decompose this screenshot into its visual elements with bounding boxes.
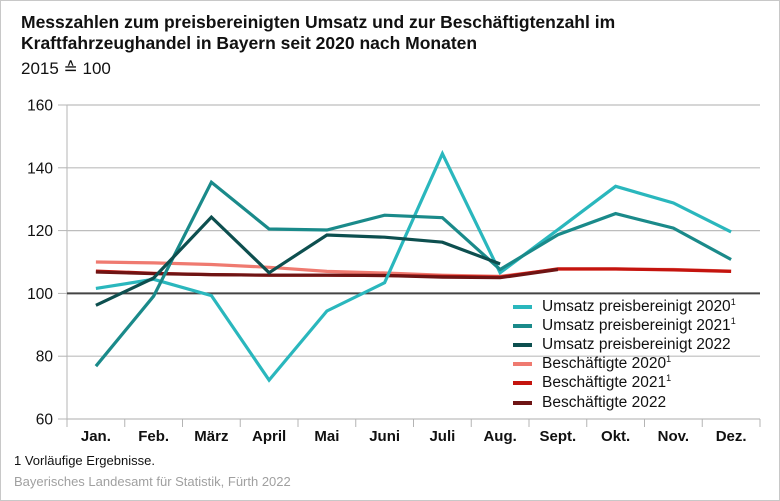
series-line-beschäftigte-2022 [95,267,559,280]
legend-swatch [513,362,532,367]
grid [66,104,760,420]
x-tick-label: Sept. [540,428,577,445]
footnote-marker: 1 [666,354,672,365]
x-tick-label: Aug. [483,428,516,445]
legend-item: Umsatz preisbereinigt 2022 [513,335,736,354]
title-line-1: Messzahlen zum preisbereinigten Umsatz u… [21,12,616,32]
y-tick-label: 80 [36,349,54,366]
legend-item: Umsatz preisbereinigt 20201 [513,297,736,316]
x-tick-label: Jan. [81,428,111,445]
series-line-umsatz-preisbereinigt-2022 [95,214,501,307]
chart-subtitle: 2015 ≙ 100 [21,59,111,78]
legend-item: Beschäftigte 20201 [513,354,736,374]
footnote-marker: 1 [730,315,736,326]
footnote-marker: 1 [666,373,672,384]
legend-swatch [513,381,532,386]
series-line-umsatz-preisbereinigt-2020 [95,149,732,383]
legend-item: Umsatz preisbereinigt 20211 [513,316,736,335]
footnote-marker: 1 [730,296,736,307]
x-tick-label: Dez. [716,428,747,445]
y-tick-label: 100 [27,286,53,303]
x-tick-label: April [252,428,286,445]
legend-label: Umsatz preisbereinigt 20201 [542,296,736,315]
legend-label: Beschäftigte 20201 [542,354,672,373]
x-tick-label: Okt. [601,428,630,445]
legend-swatch [513,342,532,347]
x-tick-label: Feb. [138,428,169,445]
x-axis: Jan. Feb. März April Mai Juni Juli Aug. Sept. Okt… [66,419,761,445]
legend-item: Beschäftigte 20211 [513,373,736,393]
legend-label: Beschäftigte 2022 [542,393,667,411]
legend-swatch [513,304,532,309]
source-note: Bayerisches Landesamt für Statistik, Für… [14,474,291,489]
legend-label: Umsatz preisbereinigt 2022 [542,335,731,353]
legend-label: Umsatz preisbereinigt 20211 [542,315,736,334]
y-tick-label: 140 [27,160,53,177]
legend-swatch [513,323,532,328]
y-tick-label: 60 [36,412,54,429]
x-tick-label: Juni [369,428,400,445]
chart-title: Messzahlen zum preisbereinigten Umsatz u… [21,12,761,54]
y-tick-label: 120 [27,223,53,240]
x-tick-label: März [194,428,228,445]
legend: Umsatz preisbereinigt 20201 Umsatz preisb… [513,297,736,412]
y-axis: 60 80 100 120 140 160 [27,98,67,429]
x-tick-label: Nov. [658,428,689,445]
legend-label: Beschäftigte 20211 [542,373,672,392]
series-lines [94,149,732,383]
footnote: 1 Vorläufige Ergebnisse. [14,453,155,468]
legend-item: Beschäftigte 2022 [513,393,736,412]
legend-swatch [513,400,532,405]
series-line-umsatz-preisbereinigt-2021 [94,179,732,368]
x-tick-label: Mai [314,428,339,445]
y-tick-label: 160 [27,98,53,115]
title-line-2: Kraftfahrzeughandel in Bayern seit 2020 … [21,33,478,53]
x-tick-label: Juli [429,428,455,445]
